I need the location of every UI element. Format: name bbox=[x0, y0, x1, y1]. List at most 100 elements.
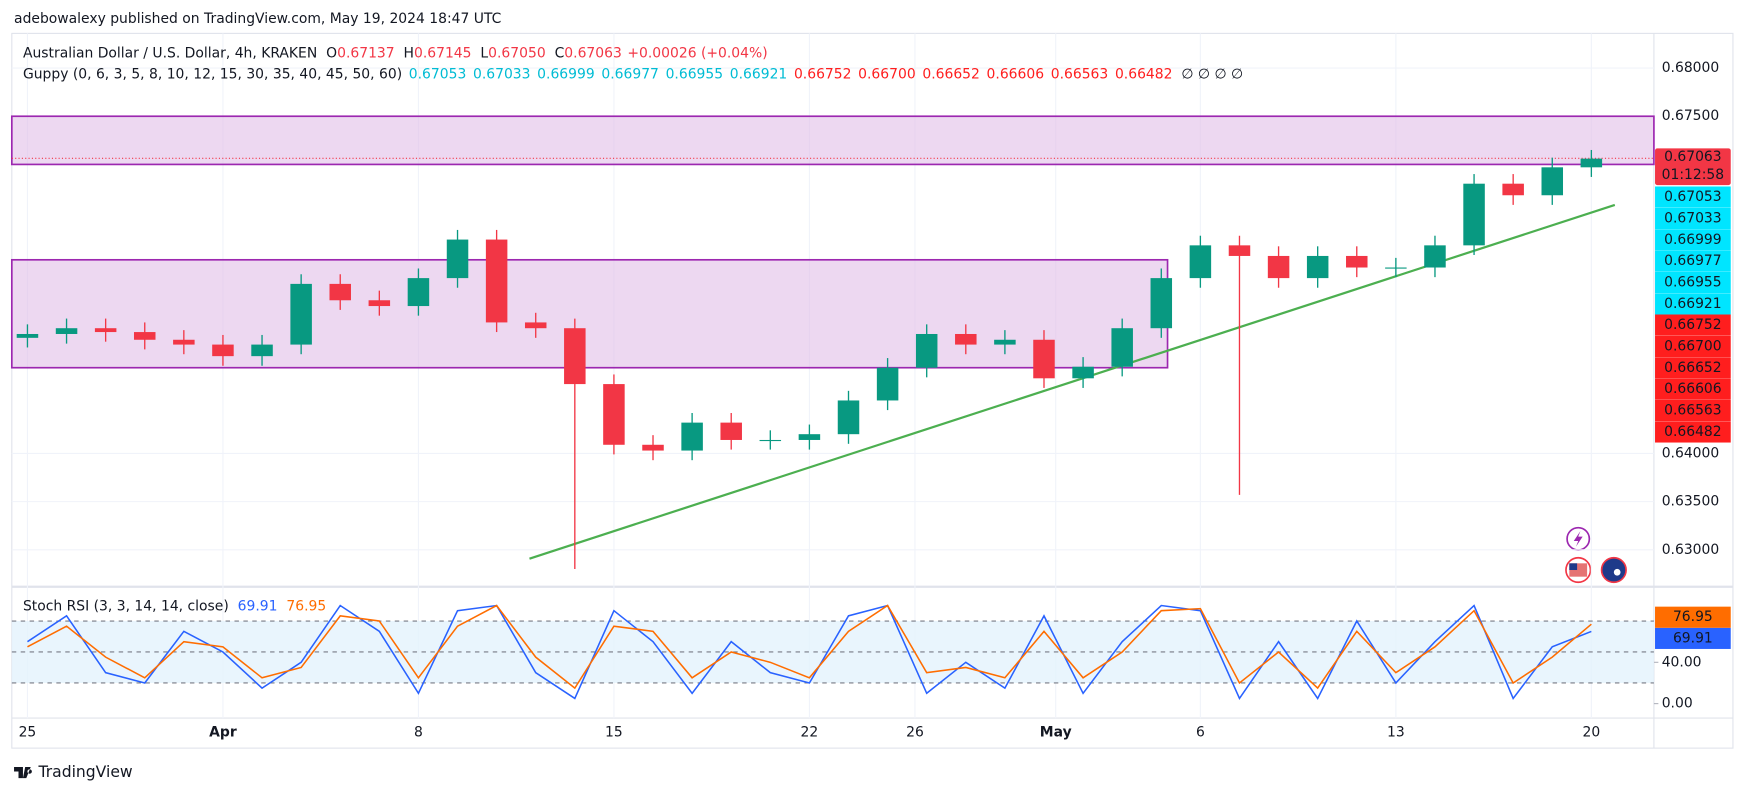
guppy-tag bbox=[1655, 335, 1731, 358]
guppy-tag-label: 0.66921 bbox=[1664, 296, 1722, 312]
guppy-tag-label: 0.66606 bbox=[1664, 381, 1722, 397]
guppy-fast-value: 0.66921 bbox=[730, 67, 788, 83]
ohlc-key: L bbox=[480, 45, 488, 61]
candle-body bbox=[94, 328, 117, 333]
candle-body bbox=[1306, 255, 1329, 279]
x-tick-label: 8 bbox=[414, 725, 423, 741]
candle-body bbox=[1228, 245, 1251, 256]
guppy-fast-value: 0.66955 bbox=[666, 67, 724, 83]
candle-body bbox=[1502, 183, 1524, 196]
x-tick-label: 13 bbox=[1387, 725, 1405, 741]
candle-body bbox=[564, 328, 586, 385]
stoch-title: Stoch RSI (3, 3, 14, 14, close) bbox=[23, 599, 229, 615]
candle-body bbox=[955, 333, 977, 345]
y-tick-label: 0.68000 bbox=[1662, 60, 1720, 76]
y-tick-label: 0.63500 bbox=[1662, 494, 1720, 510]
x-tick-label: 25 bbox=[19, 725, 37, 741]
candle-body bbox=[1267, 255, 1290, 279]
candle-body bbox=[720, 422, 742, 440]
au-flag-star bbox=[1613, 568, 1621, 576]
stoch-value: 69.91 bbox=[238, 599, 278, 615]
guppy-tag-label: 0.66652 bbox=[1664, 360, 1722, 376]
zone bbox=[10, 258, 1169, 369]
stoch-tag bbox=[1655, 606, 1731, 628]
guppy-fast-value: 0.67033 bbox=[473, 67, 531, 83]
guppy-tag bbox=[1655, 378, 1731, 400]
logo-mark bbox=[14, 767, 32, 779]
stoch-tag bbox=[1655, 627, 1731, 649]
candle-body bbox=[759, 439, 782, 442]
candle-body bbox=[876, 367, 899, 401]
guppy-tag-label: 0.66563 bbox=[1664, 403, 1722, 419]
guppy-tag bbox=[1655, 271, 1731, 294]
guppy-fast-value: 0.66977 bbox=[601, 67, 659, 83]
candle-body bbox=[1346, 255, 1368, 268]
candle-body bbox=[290, 283, 312, 345]
stoch-tag-label: 76.95 bbox=[1673, 609, 1713, 625]
zone bbox=[10, 115, 1655, 166]
au-flag-icon bbox=[1600, 556, 1627, 584]
ohlc-value: 0.67137 bbox=[337, 45, 395, 61]
candle-body bbox=[1033, 339, 1055, 379]
labels: Australian Dollar / U.S. Dollar, 4h, KRA… bbox=[19, 45, 1720, 740]
symbol: Australian Dollar / U.S. Dollar, 4h, KRA… bbox=[23, 45, 317, 61]
x-tick-label: 6 bbox=[1196, 725, 1205, 741]
candle-body bbox=[329, 283, 351, 301]
candle-body bbox=[994, 339, 1016, 345]
candle-body bbox=[173, 339, 195, 345]
guppy-tag-label: 0.66999 bbox=[1664, 232, 1722, 248]
candle-body bbox=[642, 444, 664, 451]
candle-body bbox=[1189, 245, 1212, 279]
guppy-tag bbox=[1655, 421, 1731, 443]
stoch-value: 76.95 bbox=[286, 599, 326, 615]
last-price-tag bbox=[1655, 148, 1731, 186]
candle-body bbox=[212, 344, 234, 357]
candle-body bbox=[837, 400, 860, 435]
candle-body bbox=[1463, 183, 1485, 246]
guppy-tag bbox=[1655, 229, 1731, 251]
stoch-tag-label: 69.91 bbox=[1673, 630, 1713, 646]
ohlc-value: 0.67050 bbox=[488, 45, 546, 61]
stoch-header: Stoch RSI (3, 3, 14, 14, close) 69.91 76.9… bbox=[23, 599, 326, 615]
guppy-tag bbox=[1655, 207, 1731, 230]
candle-body bbox=[1580, 158, 1603, 168]
guppy-tag-label: 0.66482 bbox=[1664, 424, 1722, 440]
candle-body bbox=[1424, 245, 1446, 268]
guppy-tag bbox=[1655, 186, 1731, 208]
candle-body bbox=[524, 322, 547, 329]
guppy-slow-value: 0.66606 bbox=[987, 67, 1045, 83]
stoch bbox=[11, 604, 1654, 701]
chart-frame bbox=[11, 32, 1734, 749]
guppy-tag bbox=[1655, 250, 1731, 272]
drawings bbox=[10, 115, 1655, 560]
candle-body bbox=[368, 300, 391, 307]
candle-body bbox=[446, 239, 469, 279]
candle-body bbox=[133, 332, 156, 340]
y-tick-label: 0.63000 bbox=[1662, 542, 1720, 558]
ohlc-key: C bbox=[555, 45, 565, 61]
candle-body bbox=[681, 422, 703, 451]
candle-body bbox=[915, 333, 938, 368]
guppy-slow-value: 0.66482 bbox=[1115, 67, 1173, 83]
symbol-line: Australian Dollar / U.S. Dollar, 4h, KRA… bbox=[23, 45, 768, 61]
candle-body bbox=[55, 328, 78, 334]
guppy-line: Guppy (0, 6, 3, 5, 8, 10, 12, 15, 30, 35… bbox=[23, 67, 1243, 83]
guppy-empty: ∅ ∅ ∅ ∅ bbox=[1181, 67, 1243, 83]
guppy-title: Guppy (0, 6, 3, 5, 8, 10, 12, 15, 30, 35… bbox=[23, 67, 402, 83]
candle-body bbox=[251, 344, 273, 357]
candle-body bbox=[798, 434, 821, 440]
guppy-tag-label: 0.66700 bbox=[1664, 338, 1722, 354]
ohlc-value: 0.67063 bbox=[564, 45, 622, 61]
guppy-tag bbox=[1655, 400, 1731, 422]
change: +0.00026 (+0.04%) bbox=[627, 45, 767, 61]
guppy-tag bbox=[1655, 314, 1731, 336]
candle-body bbox=[1111, 328, 1133, 367]
guppy-tag-label: 0.66752 bbox=[1664, 317, 1722, 333]
stoch-line bbox=[27, 604, 1592, 690]
guppy-tag bbox=[1655, 357, 1731, 379]
footer-brand: TradingView bbox=[38, 763, 133, 781]
candle-body bbox=[407, 278, 430, 307]
candle-body bbox=[1072, 366, 1094, 379]
axis-tags: 0.67063 01:12:58 0.67053 0.67033 0.66999 0.66… bbox=[1655, 148, 1731, 649]
y-tick-label: 0.67500 bbox=[1662, 108, 1720, 124]
